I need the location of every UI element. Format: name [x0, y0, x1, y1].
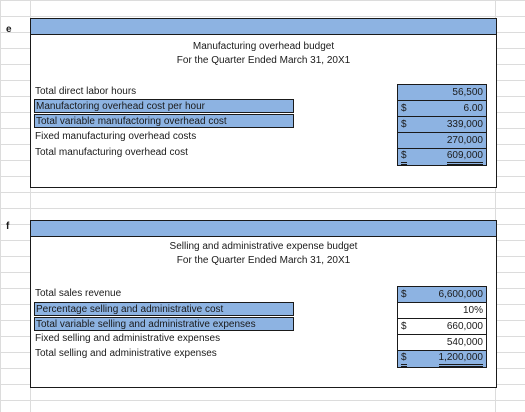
selling-admin-budget: Selling and administrative expense budge…: [30, 220, 497, 388]
cell-total-sales-revenue[interactable]: $ 6,600,000: [398, 287, 486, 303]
cell-fixed-overhead[interactable]: 270,000: [398, 133, 486, 149]
label-overhead-cost-per-hour[interactable]: Manufactoring overhead cost per hour: [34, 99, 294, 113]
label-fixed-overhead[interactable]: Fixed manufacturing overhead costs: [35, 131, 197, 142]
manufacturing-overhead-budget: Manufacturing overhead budget For the Qu…: [30, 18, 497, 188]
cell-total-selling-admin[interactable]: $ 1,200,000: [398, 351, 486, 367]
row-label-e: e: [6, 24, 12, 35]
value-column: $ 6,600,000 10% $ 660,000 540,000 $ 1,20…: [397, 286, 487, 368]
value-column: 56,500 $ 6.00 $ 339,000 270,000 $ 609,00…: [397, 84, 487, 166]
label-total-sales-revenue[interactable]: Total sales revenue: [35, 288, 122, 299]
label-total-overhead[interactable]: Total manufacturing overhead cost: [35, 147, 188, 158]
label-direct-labor-hours[interactable]: Total direct labor hours: [35, 86, 137, 97]
label-total-selling-admin[interactable]: Total selling and administrative expense…: [35, 348, 217, 359]
cell-total-overhead[interactable]: $ 609,000: [398, 149, 486, 165]
label-total-variable-overhead[interactable]: Total variable manufactoring overhead co…: [34, 114, 294, 128]
budget-title: Selling and administrative expense budge…: [169, 241, 358, 252]
cell-fixed-selling-admin[interactable]: 540,000: [398, 335, 486, 351]
cell-percentage-selling-admin[interactable]: 10%: [398, 303, 486, 319]
row-label-f: f: [6, 221, 10, 232]
cell-direct-labor-hours[interactable]: 56,500: [398, 85, 486, 101]
cell-total-variable-overhead[interactable]: $ 339,000: [398, 117, 486, 133]
cell-overhead-cost-per-hour[interactable]: $ 6.00: [398, 101, 486, 117]
budget-subtitle: For the Quarter Ended March 31, 20X1: [176, 55, 351, 66]
label-total-variable-selling-admin[interactable]: Total variable selling and administrativ…: [34, 317, 294, 331]
label-percentage-selling-admin[interactable]: Percentage selling and administrative co…: [34, 302, 294, 316]
cell-total-variable-selling-admin[interactable]: $ 660,000: [398, 319, 486, 335]
label-fixed-selling-admin[interactable]: Fixed selling and administrative expense…: [35, 333, 221, 344]
budget-subtitle: For the Quarter Ended March 31, 20X1: [176, 255, 351, 266]
budget-title: Manufacturing overhead budget: [192, 41, 335, 52]
header-bar: [31, 19, 496, 35]
header-bar: [31, 221, 496, 237]
